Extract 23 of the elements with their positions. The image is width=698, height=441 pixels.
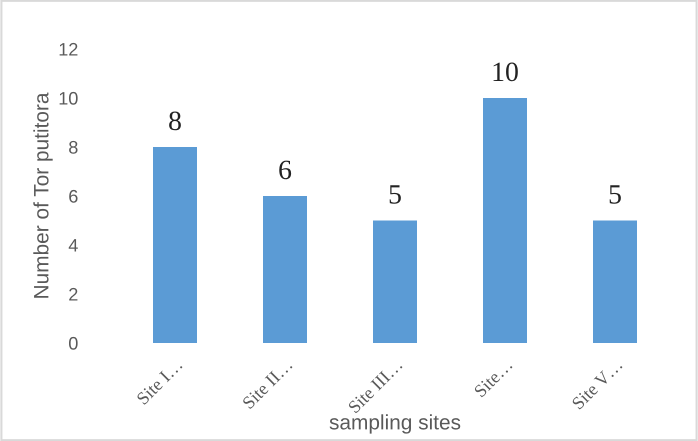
bar (373, 220, 417, 343)
y-axis-title: Number of Tor putitora (33, 92, 53, 298)
bar (593, 220, 637, 343)
x-tick-label: Site III… (348, 358, 403, 414)
bar (483, 98, 527, 343)
y-tick-label: 4 (68, 239, 78, 252)
x-axis-title: sampling sites (330, 414, 460, 434)
x-tick-label: Site V… (571, 358, 623, 410)
y-tick-label: 0 (69, 336, 78, 350)
y-tick-label: 8 (69, 140, 78, 154)
x-tick-label: Site I… (136, 358, 183, 406)
data-label: 6 (279, 160, 292, 180)
x-tick-label: Site II… (242, 358, 293, 410)
data-label: 10 (494, 62, 518, 82)
bar (263, 196, 307, 343)
data-label: 5 (390, 185, 401, 204)
data-label: 5 (610, 185, 621, 204)
y-tick-label: 6 (69, 190, 78, 203)
data-label: 8 (169, 112, 181, 130)
y-tick-label: 2 (69, 288, 78, 301)
bar (153, 147, 197, 343)
y-tick-label: 12 (60, 42, 78, 56)
y-tick-label: 10 (60, 92, 78, 105)
